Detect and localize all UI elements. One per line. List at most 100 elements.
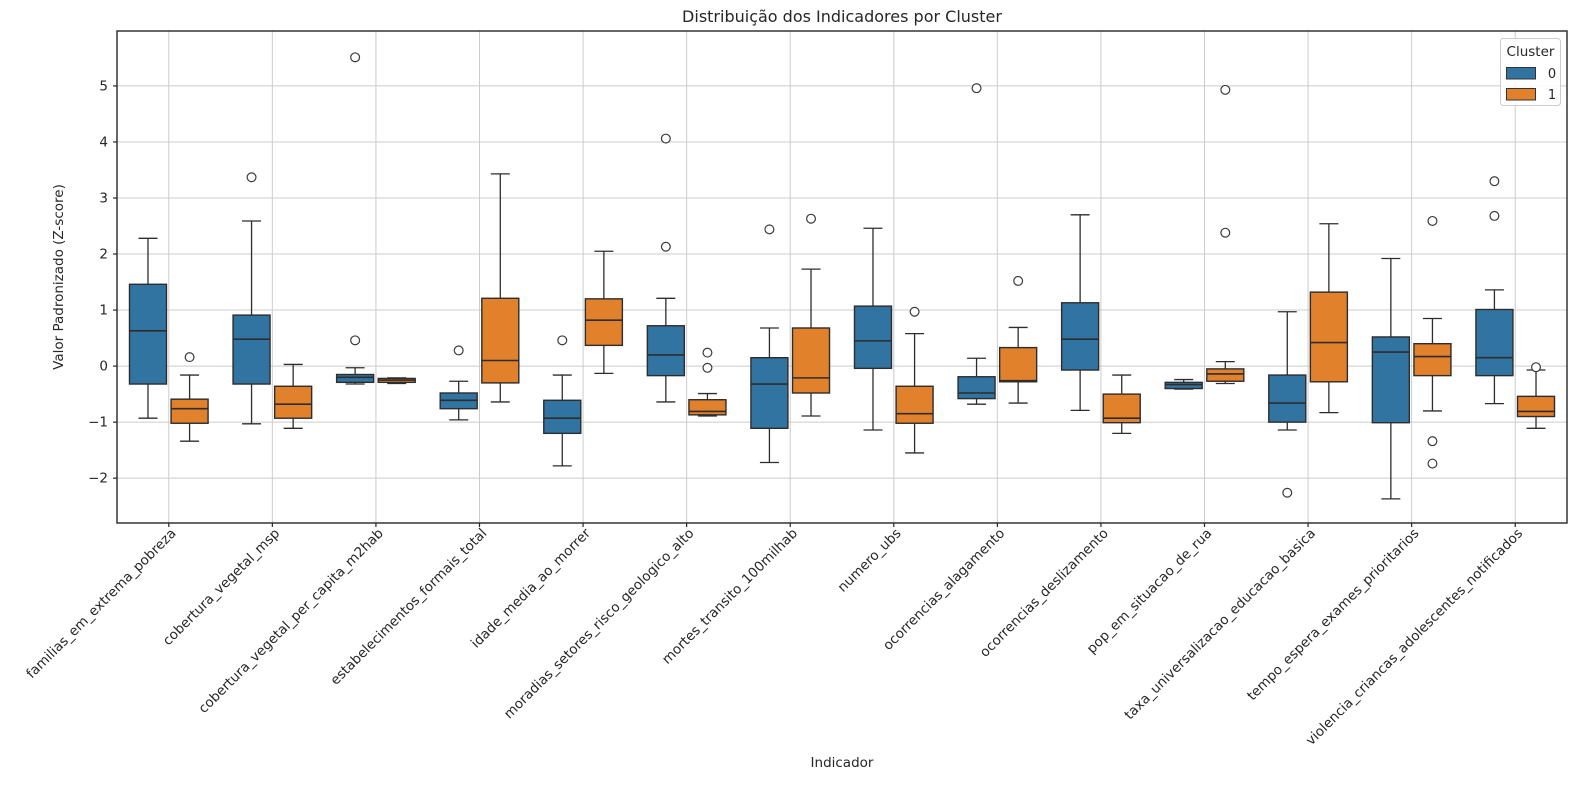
box-rect [1060,302,1100,371]
box-1-ocorrencias_alagamento [998,275,1038,404]
outlier-point [702,347,713,358]
box-0-moradias_setores_risco_geologico_alto [646,133,686,403]
box-rect [1164,381,1203,390]
box-1-moradias_setores_risco_geologico_alto [688,347,727,417]
box-1-mortes_transito_100milhab [791,213,831,417]
box-rect [335,373,375,384]
outlier-point [702,362,713,373]
box-0-ocorrencias_alagamento [957,83,996,405]
box-rect [1371,336,1411,424]
box-rect [791,327,831,394]
box-1-pop_em_situacao_de_rua [1206,84,1245,385]
box-1-estabelecimentos_formais_total [481,173,520,403]
outlier-point [1220,227,1231,238]
box-rect [895,385,934,424]
outlier-point [1282,487,1293,498]
box-rect [543,399,582,435]
box-rect [232,314,271,385]
outlier-point [1220,84,1231,95]
outlier-point [660,133,671,144]
outlier-point [350,335,361,346]
outlier-point [1013,275,1024,286]
box-1-familias_em_extrema_pobreza [170,352,209,442]
outlier-point [1427,436,1438,447]
box-1-violencia_criancas_adolescentes_notificados [1516,362,1556,429]
axes-frame [116,30,1568,524]
outlier-point [971,83,982,94]
box-0-cobertura_vegetal_per_capita_m2hab [335,52,375,385]
box-1-ocorrencias_deslizamento [1102,374,1141,434]
box-0-mortes_transito_100milhab [750,224,789,464]
box-rect [853,305,893,370]
box-rect [1206,368,1245,382]
y-axis-label: Valor Padronizado (Z-score) [51,184,67,370]
chart-title: Distribuição dos Indicadores por Cluster [682,7,1002,26]
box-0-familias_em_extrema_pobreza [128,237,168,419]
box-1-cobertura_vegetal_per_capita_m2hab [377,377,416,385]
y-tick-label: 1 [99,303,108,319]
box-rect [998,346,1038,383]
outlier-point [557,335,568,346]
box-0-violencia_criancas_adolescentes_notificados [1475,176,1514,405]
outlier-point [184,352,195,363]
box-rect [584,298,624,347]
y-tick-label: −1 [88,415,108,431]
y-tick-label: 5 [99,78,108,94]
grid-layer [117,31,1567,523]
box-0-cobertura_vegetal_msp [232,172,271,425]
box-0-tempo_espera_exames_prioritarios [1371,257,1411,500]
outlier-point [764,224,775,235]
legend-swatch-cluster-0 [1506,67,1536,80]
box-rect [688,399,727,416]
legend: Cluster 0 1 [1500,38,1561,106]
outlier-point [1427,215,1438,226]
box-1-tempo_espera_exames_prioritarios [1413,215,1452,469]
box-rect [1413,342,1452,377]
box-0-ocorrencias_deslizamento [1060,214,1100,412]
box-rect [646,325,686,377]
x-axis-label: Indicador [811,755,874,771]
box-rect [481,297,520,384]
box-rect [957,376,996,400]
box-1-numero_ubs [895,306,934,454]
legend-label-cluster-0: 0 [1548,67,1556,82]
outlier-point [246,172,257,183]
box-rect [1268,374,1307,423]
box-rect [273,385,313,419]
outlier-point [660,241,671,252]
legend-title: Cluster [1507,44,1555,60]
outlier-point [1531,362,1542,373]
box-0-pop_em_situacao_de_rua [1164,378,1203,390]
y-tick-label: 0 [99,359,108,375]
y-tick-label: 3 [99,190,108,206]
box-rect [128,283,168,385]
outlier-point [1427,458,1438,469]
box-0-estabelecimentos_formais_total [439,345,478,421]
box-0-taxa_universalizacao_educacao_basica [1268,311,1307,498]
y-tick-label: 2 [99,247,108,263]
box-1-idade_media_ao_morrer [584,250,624,375]
box-0-numero_ubs [853,227,893,431]
box-rect [170,398,209,424]
outlier-point [1489,210,1500,221]
box-1-taxa_universalizacao_educacao_basica [1309,223,1349,414]
outlier-point [1489,176,1500,187]
y-tick-label: −2 [88,471,108,487]
outlier-point [453,345,464,356]
box-rect [1309,291,1349,383]
outlier-point [806,213,817,224]
outlier-point [909,306,920,317]
outlier-point [350,52,361,63]
legend-swatch-cluster-1 [1506,88,1536,101]
box-1-cobertura_vegetal_msp [273,363,313,429]
box-rect [1475,308,1514,377]
box-rect [750,356,789,429]
legend-label-cluster-1: 1 [1548,88,1556,103]
boxes-layer [128,52,1556,500]
box-0-idade_media_ao_morrer [543,335,582,467]
box-rect [1516,395,1556,418]
y-tick-label: 4 [99,134,108,150]
